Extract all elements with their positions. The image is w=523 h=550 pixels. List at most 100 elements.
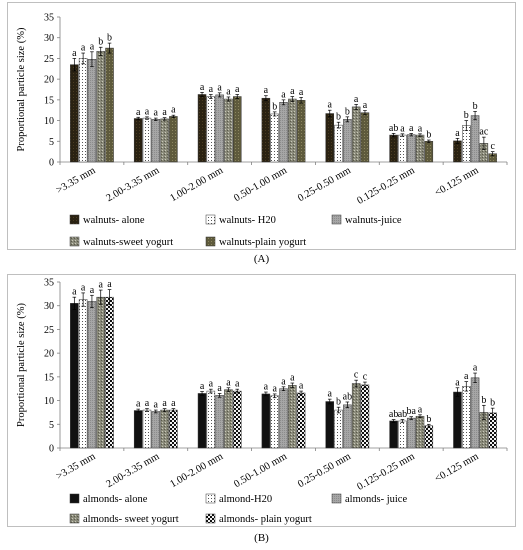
significance-letter: a [162,107,167,118]
bar [343,404,352,449]
bar [232,96,242,163]
y-tick-label: 35 [44,278,54,289]
panel-label-b: (B) [254,532,269,544]
significance-letter: a [418,123,423,134]
bar [70,303,79,449]
significance-letter: ab [398,409,407,420]
bar [78,58,88,163]
y-tick-label: 10 [44,116,54,127]
bar [325,113,335,163]
chart-frame [7,2,516,250]
bar [270,113,279,163]
chart-panel-a: Proportional particle size (%) 0 5 10 15 20 25… [0,0,523,272]
y-tick-label: 10 [44,396,54,407]
bar [160,118,169,163]
significance-letter: b [481,395,486,406]
significance-letter: a [299,87,304,98]
legend-swatch [69,214,80,225]
significance-letter: b [426,130,431,141]
significance-letter: c [354,370,359,381]
x-tick-label: <0.125 mm [433,165,481,199]
significance-letter: a [473,363,478,374]
y-axis-title: Proportional particle size (%) [16,27,27,151]
legend-label: walnuts- H20 [219,215,276,226]
bar [224,389,233,449]
bar [206,390,216,449]
y-tick-label: 30 [44,33,54,44]
significance-letter: a [154,400,159,411]
legend-swatch [69,513,80,524]
bar [334,124,343,163]
significance-letter: a [464,371,469,382]
panel-label-a: (A) [253,253,270,265]
legend-swatch [69,493,80,504]
legend-swatch [205,214,216,225]
bar [133,410,143,449]
x-tick-label: >3.35 mm [54,451,97,482]
bar [488,412,497,449]
significance-letter: a [400,123,405,134]
bar [288,98,297,163]
legend-label: walnuts-sweet yogurt [83,237,173,248]
legend-label: almond-H20 [219,494,272,505]
bar [470,377,480,449]
bar [453,391,462,449]
significance-letter: a [107,279,112,290]
bar [398,420,407,449]
bar [462,125,471,163]
significance-letter: a [299,381,304,392]
significance-letter: b [490,398,495,409]
significance-letter: a [226,377,231,388]
y-tick-label: 0 [49,444,54,455]
bar [261,97,271,163]
significance-letter: a [136,399,141,410]
bar [360,112,370,163]
bar [87,59,97,163]
bar [351,383,361,449]
significance-letter: a [136,107,141,118]
y-tick-label: 20 [44,75,54,86]
significance-letter: a [455,377,460,388]
bar [215,395,224,449]
significance-letter: a [81,43,86,54]
bar [105,47,114,163]
bar [133,118,143,163]
significance-letter: a [226,86,231,97]
bar [151,411,161,449]
significance-letter: ba [406,406,416,417]
significance-letter: a [171,105,176,116]
x-tick-label: 0.25-0.50 mm [296,451,353,490]
bar [351,106,361,163]
bar [279,102,288,163]
bar [424,425,434,449]
legend-label: walnuts-juice [345,215,402,226]
legend-label: almonds- sweet yogurt [83,514,179,525]
x-tick-label: 0.125-0.25 mm [355,451,416,493]
significance-letter: a [281,376,286,387]
legend-swatch [331,214,342,225]
bar [232,390,242,449]
significance-letter: a [363,100,368,111]
x-tick-label: 1.00-2.00 mm [168,165,225,204]
significance-letter: b [98,37,103,48]
legend-label: walnuts-plain yogurt [219,237,306,248]
bar [169,116,178,163]
y-tick-label: 0 [49,158,54,169]
y-tick-label: 5 [49,137,54,148]
bar [406,417,416,449]
legend-swatch [69,236,80,247]
significance-letter: a [290,86,295,97]
significance-letter: a [217,383,222,394]
bar [160,409,169,449]
significance-letter: a [455,128,460,139]
significance-letter: a [264,85,269,96]
bar [406,134,416,163]
bar [96,51,105,163]
bar [296,392,306,449]
bar [270,395,279,449]
significance-letter: a [281,89,286,100]
significance-letter: b [464,110,469,121]
bar [151,119,161,163]
significance-letter: ab [389,409,398,420]
bar [78,299,88,449]
